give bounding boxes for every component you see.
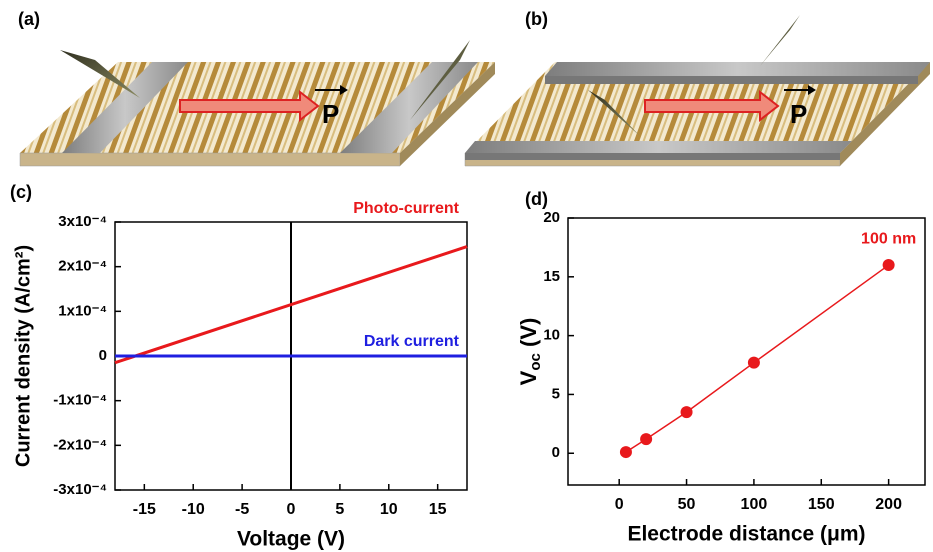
x-tick-label: 50 [678,496,696,513]
annotation: 100 nm [861,230,916,247]
y-tick-label: -2x10⁻⁴ [53,436,107,453]
x-tick-label: 150 [808,496,835,513]
data-point [747,356,760,369]
y-tick-label: -3x10⁻⁴ [53,481,107,498]
x-axis-label: Electrode distance (μm) [627,523,865,546]
y-tick-label: 10 [543,327,560,344]
y-tick-label: 2x10⁻⁴ [58,258,107,275]
series-label: Dark current [364,333,460,350]
data-point [619,446,632,459]
y-tick-label: 3x10⁻⁴ [58,213,107,230]
x-tick-label: -5 [235,501,249,518]
x-tick-label: 0 [615,496,624,513]
panel-label: (a) [18,9,40,29]
x-tick-label: 100 [741,496,768,513]
series-label: Photo-current [353,200,459,217]
x-tick-label: -15 [133,501,156,518]
y-axis-label: Voc (V) [516,318,544,386]
data-line [114,245,468,365]
y-tick-label: 0 [552,444,560,461]
x-tick-label: 200 [875,496,902,513]
x-tick-label: 10 [380,501,398,518]
y-axis-label-part: (V) [516,318,541,353]
x-tick-label: 0 [287,501,296,518]
y-axis-label-part: V [516,370,541,385]
data-point [680,406,693,419]
data-point [640,433,653,446]
y-tick-label: 5 [552,385,560,402]
vector-label: P [790,99,807,129]
panel-label: (c) [10,182,32,202]
panel-label: (d) [525,189,548,209]
panel-label: (b) [525,9,548,29]
plot-frame [567,217,926,486]
y-axis-label: Current density (A/cm²) [12,245,34,467]
x-tick-label: 15 [429,501,447,518]
y-tick-label: 15 [543,268,560,285]
data-point [882,259,895,272]
x-axis-label: Voltage (V) [237,528,345,551]
y-axis-label-part: oc [527,353,544,371]
y-tick-label: 1x10⁻⁴ [58,302,107,319]
x-tick-label: -10 [182,501,205,518]
x-tick-label: 5 [335,501,344,518]
y-tick-label: -1x10⁻⁴ [53,392,107,409]
y-tick-label: 20 [543,209,560,226]
illustration-a: P [19,40,495,167]
illustration-b: P [464,15,930,167]
vector-label: P [322,99,339,129]
y-tick-label: 0 [99,347,107,364]
